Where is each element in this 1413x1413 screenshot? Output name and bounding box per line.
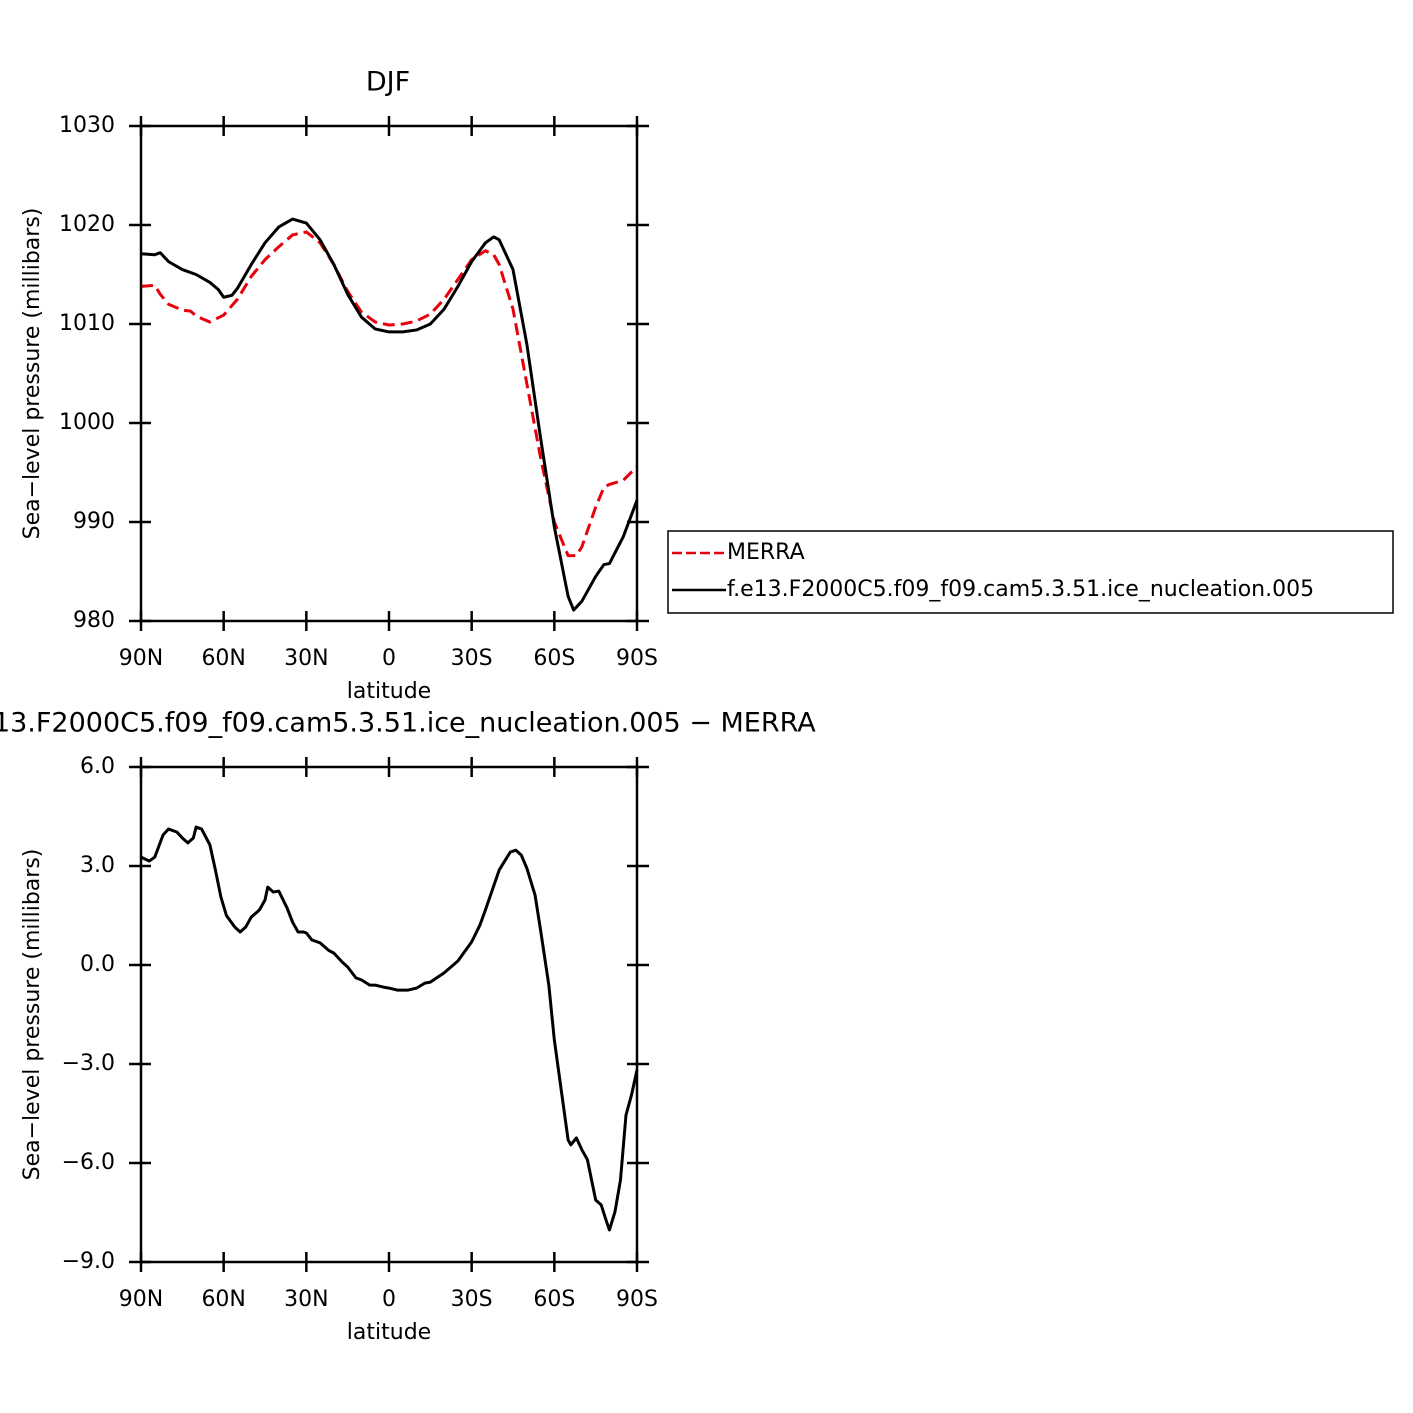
data-line xyxy=(140,825,639,1232)
legend-label: f.e13.F2000C5.f09_f09.cam5.3.51.ice_nucl… xyxy=(727,577,1314,602)
x-tick-label: 30S xyxy=(451,646,493,671)
x-axis-label: latitude xyxy=(347,1320,431,1345)
chart-title: DJF xyxy=(366,67,410,98)
y-tick-label: 990 xyxy=(73,509,115,534)
x-tick-label: 60S xyxy=(533,646,575,671)
y-axis-label: Sea−level pressure (millibars) xyxy=(20,849,45,1181)
y-tick-label: 1020 xyxy=(59,212,115,237)
x-tick-label: 30S xyxy=(451,1287,493,1312)
plot-frame xyxy=(139,765,639,1264)
y-tick-label: 1030 xyxy=(59,113,115,138)
y-tick-label: 6.0 xyxy=(80,754,115,779)
y-axis-label: Sea−level pressure (millibars) xyxy=(20,208,45,540)
x-tick-label: 90S xyxy=(616,1287,658,1312)
x-tick-label: 0 xyxy=(382,646,396,671)
plot-frame xyxy=(139,124,639,623)
x-tick-label: 0 xyxy=(382,1287,396,1312)
y-tick-label: −3.0 xyxy=(62,1051,115,1076)
x-tick-label: 60N xyxy=(201,1287,245,1312)
y-tick-label: −9.0 xyxy=(62,1249,115,1274)
y-tick-label: 1000 xyxy=(59,410,115,435)
data-line xyxy=(140,230,639,558)
y-tick-label: −6.0 xyxy=(62,1150,115,1175)
y-tick-label: 3.0 xyxy=(80,853,115,878)
x-tick-label: 90N xyxy=(119,1287,163,1312)
y-tick-label: 0.0 xyxy=(80,952,115,977)
x-tick-label: 90S xyxy=(616,646,658,671)
y-tick-label: 980 xyxy=(73,608,115,633)
legend-box xyxy=(667,530,1394,614)
legend-label: MERRA xyxy=(727,540,805,565)
x-tick-label: 60S xyxy=(533,1287,575,1312)
x-tick-label: 30N xyxy=(284,1287,328,1312)
x-tick-label: 30N xyxy=(284,646,328,671)
data-line xyxy=(140,217,639,612)
x-tick-label: 90N xyxy=(119,646,163,671)
chart-title: f.e13.F2000C5.f09_f09.cam5.3.51.ice_nucl… xyxy=(0,708,816,739)
y-tick-label: 1010 xyxy=(59,311,115,336)
x-tick-label: 60N xyxy=(201,646,245,671)
x-axis-label: latitude xyxy=(347,679,431,704)
